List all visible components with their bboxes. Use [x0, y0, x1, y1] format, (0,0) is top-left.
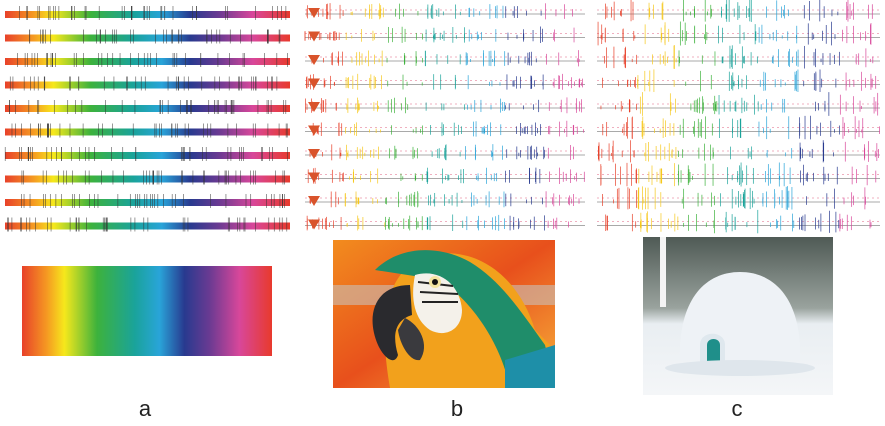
- color-blob: [308, 220, 320, 230]
- color-gradient: [22, 266, 272, 356]
- spectral-bar: [5, 152, 290, 159]
- color-blob: [308, 79, 320, 89]
- spectral-bar: [5, 176, 290, 183]
- spectral-bar: [5, 58, 290, 65]
- panel-label: a: [139, 396, 152, 421]
- spectral-bar: [5, 35, 290, 42]
- color-blob: [308, 32, 320, 42]
- parrot-photo: [333, 240, 555, 388]
- spectral-bar: [5, 82, 290, 89]
- spectral-bar: [5, 223, 290, 230]
- color-blob: [308, 173, 320, 183]
- page: a b c (() => { const data = JSON.parse(d…: [0, 0, 885, 426]
- color-blob: [308, 55, 320, 65]
- spectral-bar: [5, 11, 290, 18]
- panel-label: b: [451, 396, 463, 421]
- spectral-bar: [5, 105, 290, 112]
- spectral-bar: [5, 199, 290, 206]
- spectral-rows: [5, 0, 880, 233]
- igloo-photo: [643, 237, 833, 395]
- color-blob: [308, 102, 320, 112]
- figure: a b c: [0, 0, 885, 426]
- panel-label: c: [732, 396, 743, 421]
